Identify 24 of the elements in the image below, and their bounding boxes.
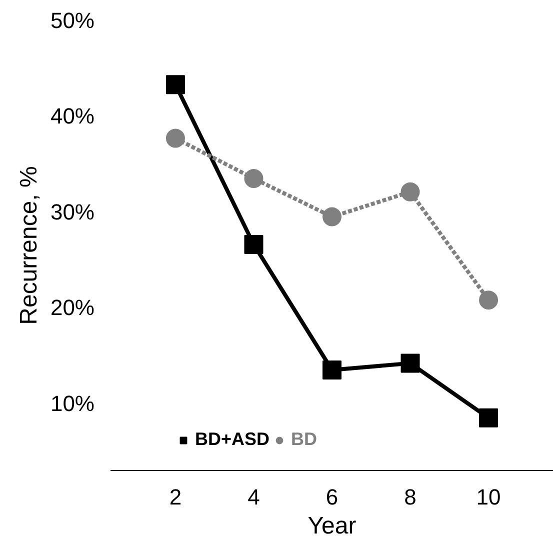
y-tick-label: 30% bbox=[50, 199, 95, 224]
x-tick-label: 6 bbox=[326, 484, 338, 510]
point bbox=[166, 128, 185, 148]
point bbox=[322, 207, 342, 226]
point bbox=[479, 408, 498, 428]
y-tick-label: 40% bbox=[50, 104, 95, 129]
point bbox=[400, 354, 420, 373]
point bbox=[479, 290, 498, 310]
point bbox=[166, 75, 185, 94]
y-tick-label: 10% bbox=[50, 390, 95, 416]
x-axis-title: Year bbox=[308, 512, 356, 540]
point bbox=[244, 168, 264, 188]
legend-label: BD+ASD bbox=[195, 429, 270, 450]
point bbox=[400, 182, 420, 202]
x-tick-label: 8 bbox=[404, 484, 416, 510]
y-axis-title: Recurrence, % bbox=[15, 166, 42, 325]
y-tick-label: 20% bbox=[50, 295, 95, 320]
x-tick-label: 10 bbox=[476, 484, 501, 510]
y-tick-label: 50% bbox=[50, 8, 95, 33]
point bbox=[322, 360, 342, 380]
x-tick-label: 2 bbox=[169, 484, 182, 510]
point bbox=[244, 235, 264, 254]
x-tick-label: 4 bbox=[248, 484, 260, 510]
legend-label: BD bbox=[291, 429, 317, 450]
